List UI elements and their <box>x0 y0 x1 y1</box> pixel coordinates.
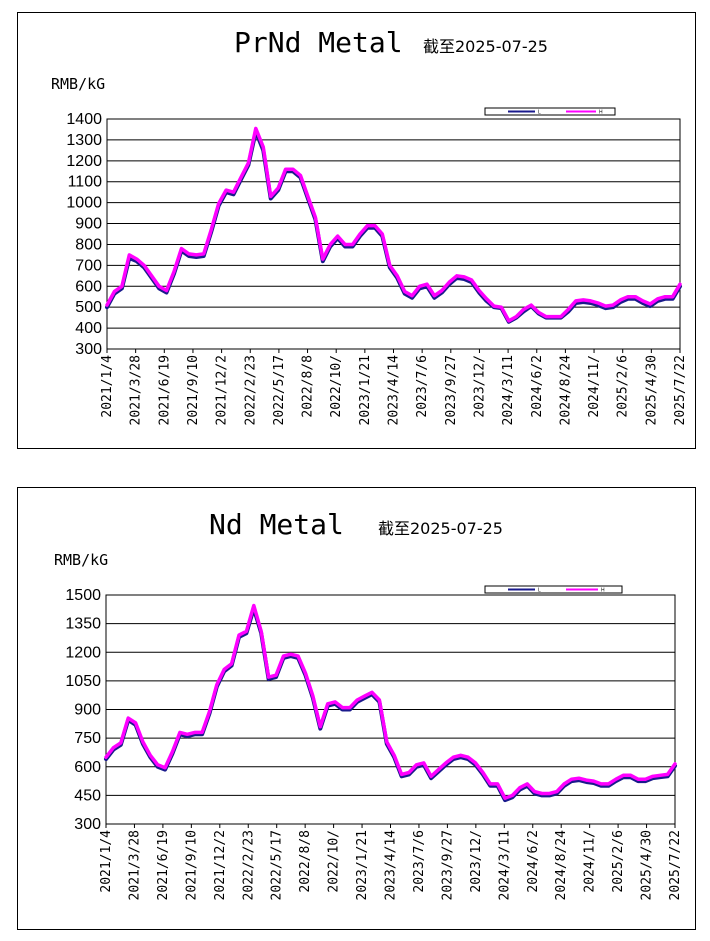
prnd-chart-panel: PrNd Metal 截至2025-07-25 RMB/kG L H 300 40… <box>17 12 696 449</box>
y-tick-label: 800 <box>75 236 102 253</box>
x-tick-label: 2024/8/24 <box>558 355 573 426</box>
x-tick-label: 2023/7/6 <box>412 830 427 893</box>
x-tick-label: 2022/2/23 <box>243 355 258 425</box>
x-tick-label: 2022/8/8 <box>298 830 313 893</box>
y-tick-label: 450 <box>74 787 101 804</box>
x-tick-label: 2022/8/8 <box>301 355 316 418</box>
chart-subtitle: 截至2025-07-25 <box>423 37 548 56</box>
y-tick-label: 600 <box>74 759 101 776</box>
x-tick-label: 2021/12/2 <box>215 355 230 425</box>
y-axis-label: RMB/kG <box>51 75 105 93</box>
legend-low-label: L <box>538 110 541 116</box>
x-tick-label: 2023/12/ <box>469 830 484 893</box>
plot-area <box>106 118 681 350</box>
y-tick-label: 750 <box>74 730 101 747</box>
x-tick-label: 2023/1/21 <box>358 355 373 425</box>
y-tick-label: 1100 <box>68 174 103 191</box>
y-tick-label: 900 <box>75 216 102 233</box>
x-tick-label: 2022/5/17 <box>270 830 285 900</box>
chart-title: Nd Metal <box>209 508 344 541</box>
legend: L H <box>484 585 623 594</box>
x-tick-label: 2024/6/2 <box>526 830 541 893</box>
y-tick-label: 400 <box>75 320 102 337</box>
legend: L H <box>484 107 616 116</box>
y-tick-label: 1050 <box>65 673 101 690</box>
y-tick-label: 1500 <box>65 587 101 604</box>
legend-high-label: H <box>599 110 603 116</box>
x-tick-label: 2024/3/11 <box>497 830 512 900</box>
x-tick-label: 2022/10/ <box>327 830 342 893</box>
x-tick-label: 2024/11/ <box>583 830 598 893</box>
y-tick-label: 1200 <box>65 644 101 661</box>
x-tick-label: 2021/6/19 <box>156 830 171 900</box>
chart-subtitle: 截至2025-07-25 <box>378 519 503 538</box>
x-tick-label: 2023/7/6 <box>415 355 430 418</box>
x-tick-label: 2023/4/14 <box>387 355 402 426</box>
x-tick-label: 2025/7/22 <box>668 830 683 900</box>
x-tick-label: 2025/4/30 <box>640 830 655 900</box>
x-tick-label: 2023/9/27 <box>444 355 459 425</box>
x-tick-label: 2023/9/27 <box>440 830 455 900</box>
x-tick-label: 2024/3/11 <box>501 355 516 425</box>
y-tick-label: 1200 <box>66 153 102 170</box>
x-tick-label: 2022/10/ <box>329 355 344 418</box>
legend-low-label: L <box>538 588 541 594</box>
series-line-h <box>105 126 682 323</box>
x-tick-label: 2021/3/28 <box>127 830 142 900</box>
x-tick-label: 2021/1/4 <box>100 355 115 418</box>
y-tick-label: 1350 <box>65 616 101 633</box>
x-tick-label: 2021/1/4 <box>99 830 114 893</box>
x-tick-label: 2023/4/14 <box>384 830 399 901</box>
series-line-l <box>104 606 677 803</box>
y-tick-label: 600 <box>75 278 102 295</box>
x-tick-label: 2024/11/ <box>587 355 602 418</box>
y-tick-label: 1000 <box>66 195 102 212</box>
series-line-h <box>104 603 677 800</box>
x-tick-label: 2023/12/ <box>472 355 487 418</box>
legend-box <box>484 107 616 116</box>
x-tick-label: 2023/1/21 <box>355 830 370 900</box>
y-tick-label: 1400 <box>66 111 102 128</box>
x-tick-label: 2024/6/2 <box>530 355 545 418</box>
x-tick-label: 2021/9/10 <box>186 355 201 425</box>
x-tick-label: 2024/8/24 <box>554 830 569 901</box>
y-tick-label: 500 <box>75 299 102 316</box>
x-tick-label: 2025/2/6 <box>616 355 631 418</box>
nd-chart-panel: Nd Metal 截至2025-07-25 RMB/kG L H 300 450 6… <box>17 487 696 930</box>
series-line-l <box>105 129 682 324</box>
x-tick-label: 2025/7/22 <box>673 355 688 425</box>
y-tick-label: 700 <box>75 257 102 274</box>
legend-box <box>484 585 623 594</box>
x-tick-label: 2025/4/30 <box>644 355 659 425</box>
y-axis-label: RMB/kG <box>54 551 108 569</box>
x-tick-label: 2021/6/19 <box>157 355 172 425</box>
x-tick-label: 2021/3/28 <box>129 355 144 425</box>
y-tick-label: 1300 <box>66 132 102 149</box>
x-tick-label: 2021/12/2 <box>213 830 228 900</box>
x-tick-label: 2021/9/10 <box>184 830 199 900</box>
x-tick-label: 2022/5/17 <box>272 355 287 425</box>
chart-title: PrNd Metal <box>234 26 403 59</box>
y-tick-label: 300 <box>74 816 101 833</box>
nd-chart: Nd Metal 截至2025-07-25 RMB/kG L H 300 450 6… <box>54 508 683 901</box>
y-tick-label: 900 <box>74 702 101 719</box>
x-tick-label: 2025/2/6 <box>611 830 626 893</box>
legend-high-label: H <box>601 588 605 594</box>
x-tick-label: 2022/2/23 <box>241 830 256 900</box>
y-tick-label: 300 <box>75 341 102 358</box>
prnd-chart: PrNd Metal 截至2025-07-25 RMB/kG L H 300 40… <box>51 26 688 426</box>
